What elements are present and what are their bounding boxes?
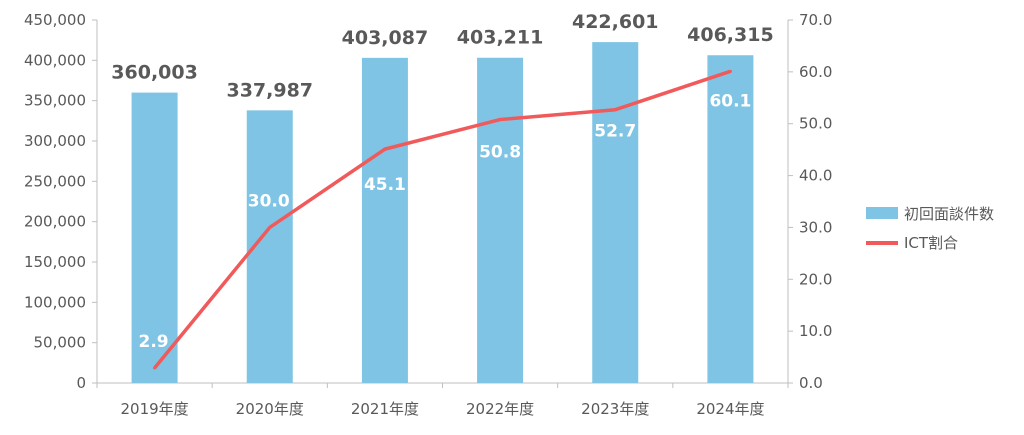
x-category-label: 2024年度 xyxy=(696,400,764,418)
right-tick-label: 0.0 xyxy=(799,374,823,392)
bar xyxy=(131,92,178,383)
legend: 初回面談件数 ICT割合 xyxy=(866,205,994,252)
bar xyxy=(477,57,524,383)
bar-value-label: 403,087 xyxy=(342,27,429,49)
bar xyxy=(361,57,408,384)
bar-value-label: 337,987 xyxy=(226,79,313,101)
ict-ratio-line xyxy=(153,69,731,370)
right-y-axis: 0.0 10.0 20.0 30.0 40.0 50.0 60.0 70.0 xyxy=(787,11,832,392)
right-tick-label: 50.0 xyxy=(799,115,832,133)
left-tick-label: 50,000 xyxy=(34,334,87,352)
bar-value-label: 403,211 xyxy=(457,27,544,49)
left-tick-label: 350,000 xyxy=(24,92,86,110)
left-tick-label: 200,000 xyxy=(24,213,86,231)
x-category-label: 2021年度 xyxy=(351,400,419,418)
legend-label-line: ICT割合 xyxy=(904,234,958,252)
x-category-label: 2023年度 xyxy=(581,400,649,418)
bar-value-label: 422,601 xyxy=(572,11,659,33)
bar-series xyxy=(131,42,754,384)
right-tick-label: 60.0 xyxy=(799,63,832,81)
bar-value-label: 360,003 xyxy=(111,62,198,84)
left-tick-label: 300,000 xyxy=(24,132,86,150)
line-value-label: 52.7 xyxy=(594,122,636,142)
line-value-label: 45.1 xyxy=(364,175,406,195)
line-value-label: 30.0 xyxy=(248,191,290,211)
x-category-label: 2019年度 xyxy=(120,400,188,418)
line-value-label: 60.1 xyxy=(709,91,751,111)
line-point xyxy=(268,225,272,229)
legend-swatch-bars xyxy=(866,207,898,219)
line-point xyxy=(613,108,617,112)
line-point xyxy=(728,69,732,73)
line-point xyxy=(498,118,502,122)
left-tick-label: 400,000 xyxy=(24,51,86,69)
left-tick-label: 250,000 xyxy=(24,172,86,190)
right-tick-label: 70.0 xyxy=(799,11,832,29)
line-data-labels: 2.9 30.0 45.1 50.8 52.7 60.1 xyxy=(139,91,752,352)
line-series xyxy=(153,69,732,370)
right-tick-label: 20.0 xyxy=(799,270,832,288)
x-category-label: 2022年度 xyxy=(466,400,534,418)
x-category-label: 2020年度 xyxy=(236,400,304,418)
left-tick-label: 150,000 xyxy=(24,253,86,271)
bar xyxy=(707,55,754,384)
right-tick-label: 10.0 xyxy=(799,322,832,340)
x-axis: 2019年度 2020年度 2021年度 2022年度 2023年度 2024年度 xyxy=(96,382,789,418)
right-tick-label: 40.0 xyxy=(799,167,832,185)
legend-label-bars: 初回面談件数 xyxy=(904,205,994,223)
line-point xyxy=(383,147,387,151)
line-point xyxy=(153,366,157,370)
left-tick-label: 450,000 xyxy=(24,11,86,29)
bar xyxy=(592,42,639,383)
left-tick-label: 0 xyxy=(76,374,86,392)
left-tick-label: 100,000 xyxy=(24,293,86,311)
left-y-axis: 0 50,000 100,000 150,000 200,000 250,000 300,0… xyxy=(24,11,98,392)
line-value-label: 2.9 xyxy=(139,332,169,352)
right-tick-label: 30.0 xyxy=(799,218,832,236)
line-value-label: 50.8 xyxy=(479,143,521,163)
bar-data-labels: 360,003 337,987 403,087 403,211 422,601 406,3… xyxy=(111,11,773,101)
bar-value-label: 406,315 xyxy=(687,24,774,46)
